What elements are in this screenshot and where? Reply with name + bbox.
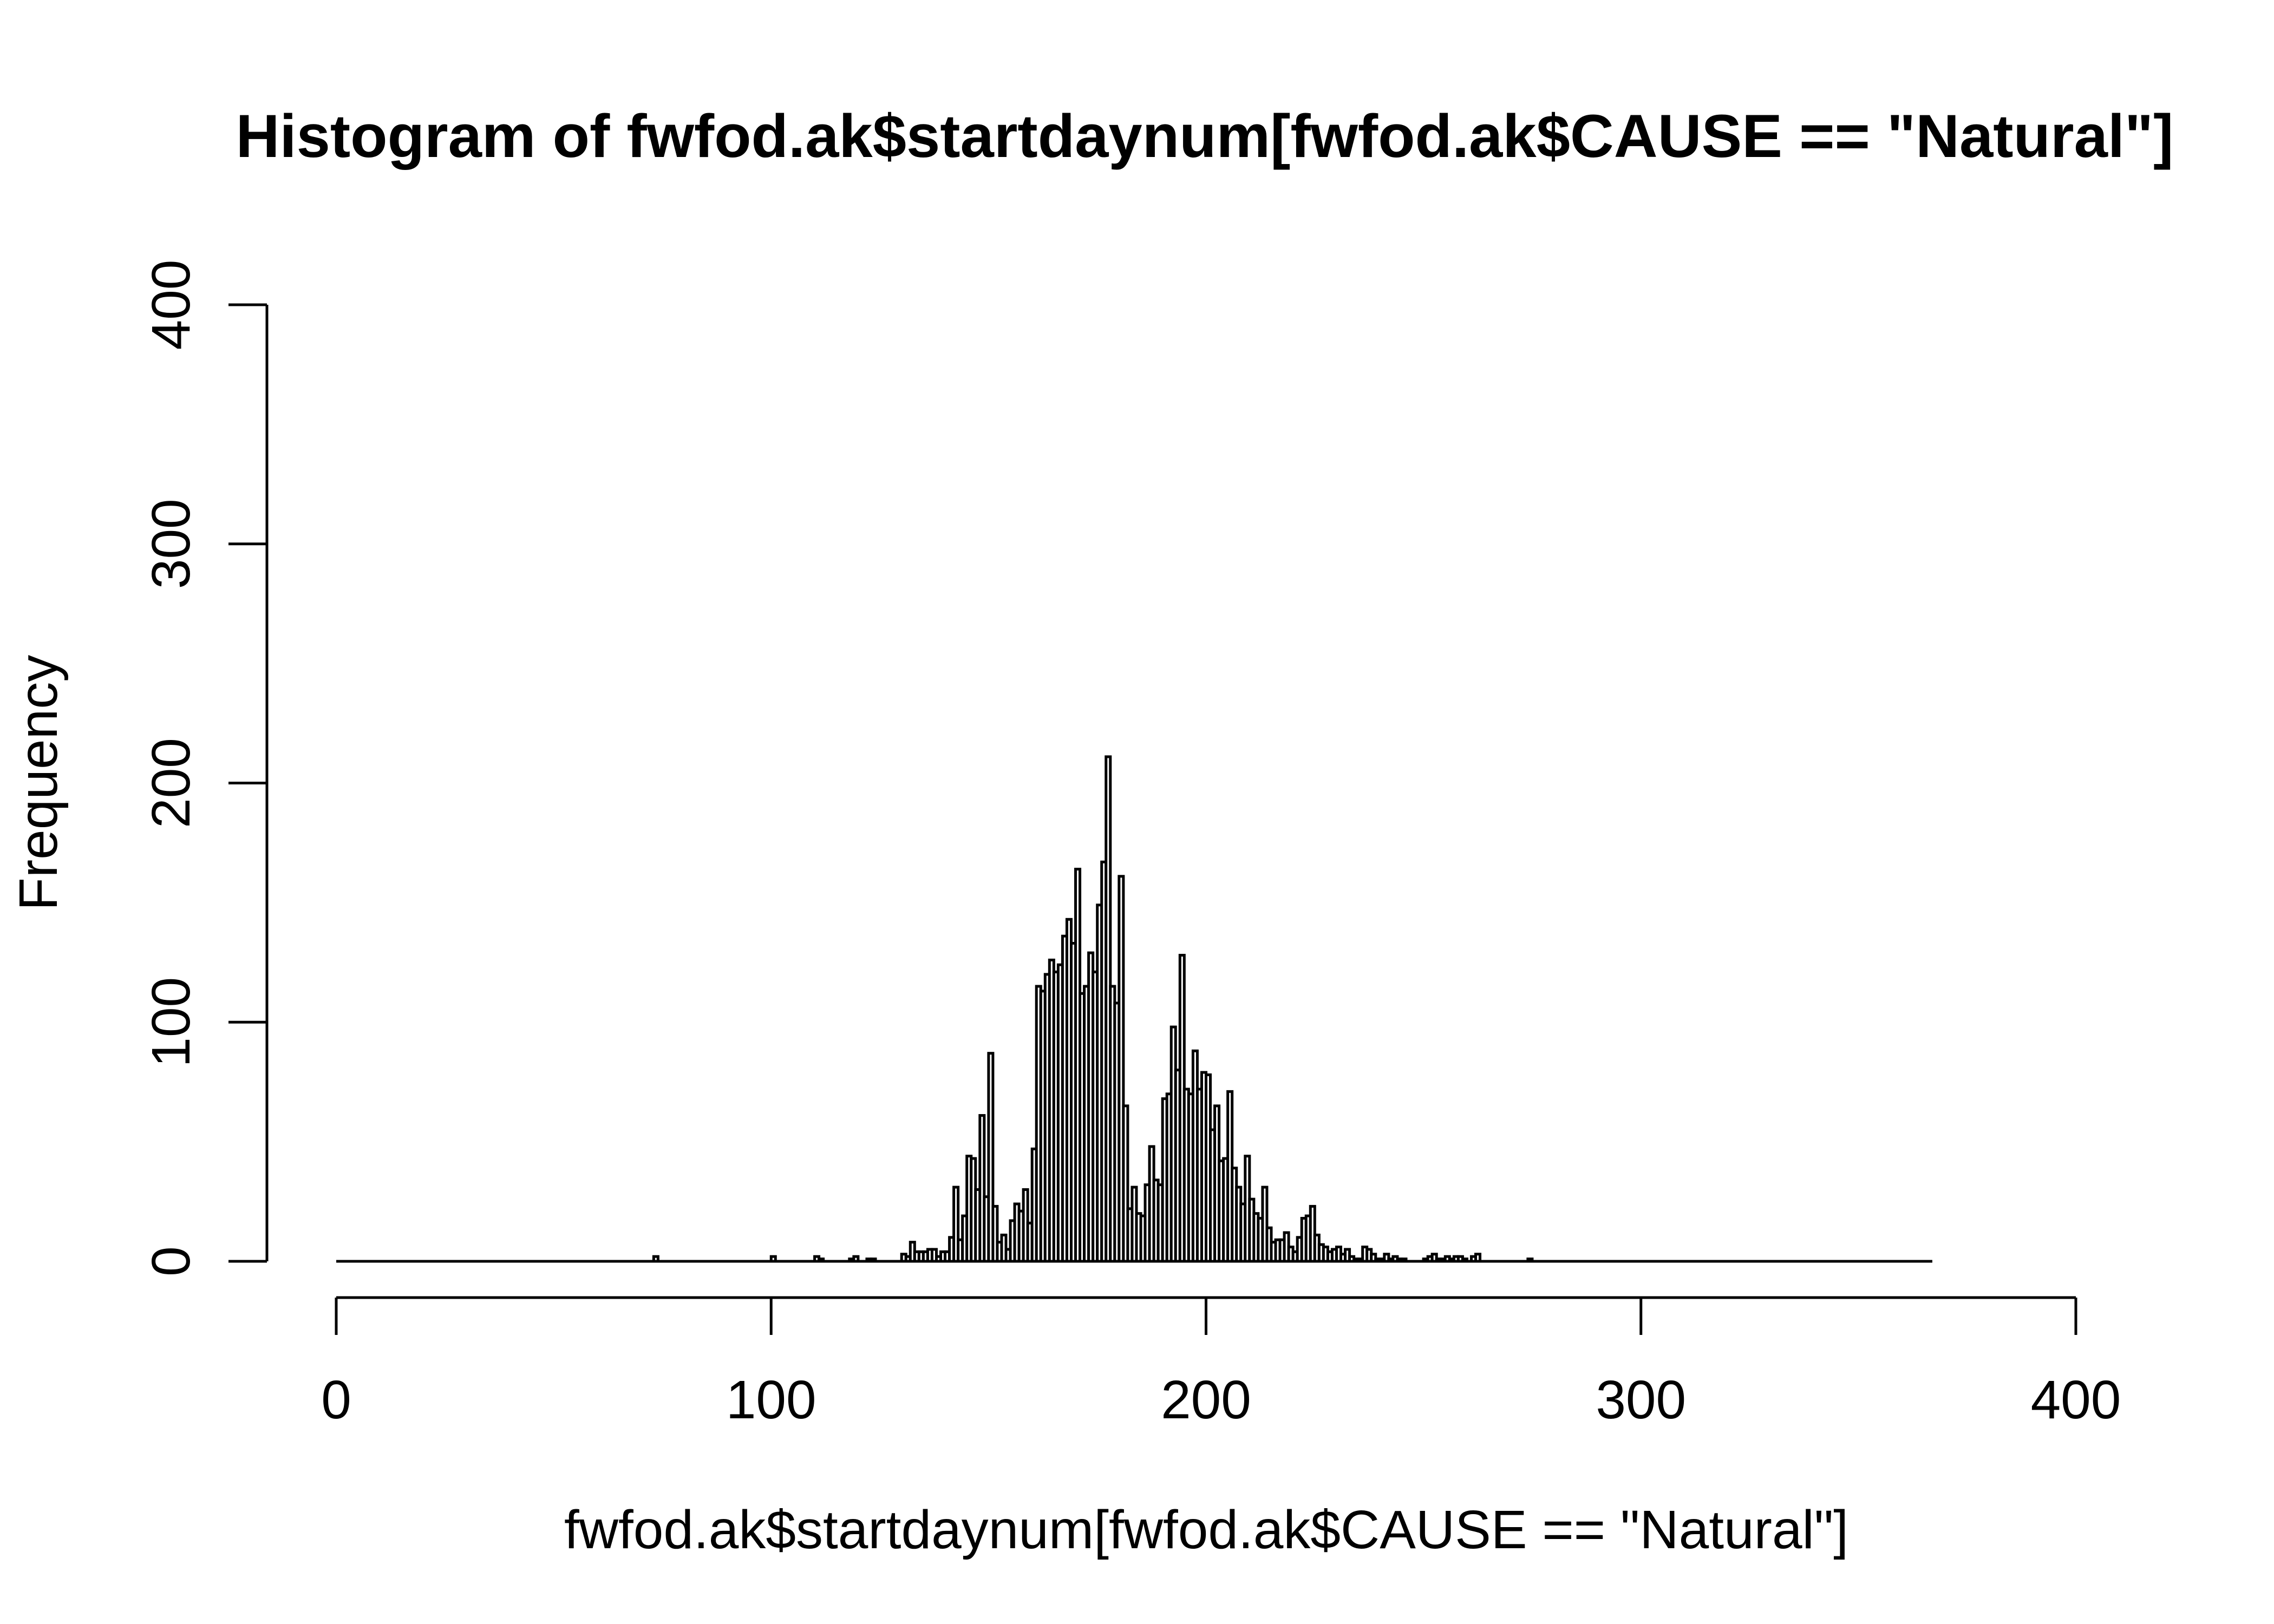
histogram-bars bbox=[652, 755, 1534, 1263]
x-tick-label: 200 bbox=[1161, 1370, 1251, 1430]
x-tick-label: 300 bbox=[1596, 1370, 1686, 1430]
x-tick-label: 0 bbox=[321, 1370, 351, 1430]
x-axis-label: fwfod.ak$startdaynum[fwfod.ak$CAUSE == "… bbox=[564, 1499, 1848, 1560]
x-tick-label: 100 bbox=[726, 1370, 816, 1430]
y-axis-label: Frequency bbox=[8, 655, 69, 911]
y-tick-label: 200 bbox=[141, 738, 201, 828]
y-tick-label: 300 bbox=[141, 499, 201, 589]
y-tick-label: 100 bbox=[141, 977, 201, 1068]
y-axis: 0 100 200 300 400 bbox=[141, 260, 269, 1276]
chart-title: Histogram of fwfod.ak$startdaynum[fwfod.… bbox=[236, 102, 2174, 170]
x-tick-label: 400 bbox=[2031, 1370, 2121, 1430]
y-ticks: 0 100 200 300 400 bbox=[141, 260, 267, 1276]
x-ticks: 0 100 200 300 400 bbox=[321, 1298, 2121, 1430]
y-tick-label: 400 bbox=[141, 260, 201, 350]
x-axis: 0 100 200 300 400 bbox=[321, 1296, 2121, 1430]
y-tick-label: 0 bbox=[141, 1246, 201, 1276]
